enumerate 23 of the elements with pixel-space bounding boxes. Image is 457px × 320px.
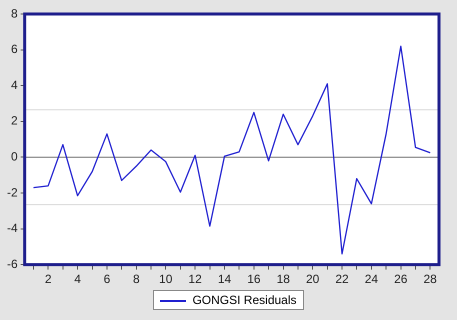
x-tick-label: 6 xyxy=(104,272,111,286)
x-tick-label: 26 xyxy=(394,272,408,286)
x-tick-label: 18 xyxy=(276,272,290,286)
y-tick-label: 0 xyxy=(10,150,18,164)
y-tick-label: -6 xyxy=(7,256,18,271)
x-tick-label: 16 xyxy=(247,272,261,286)
y-tick-label: -2 xyxy=(7,185,18,200)
x-tick-label: 14 xyxy=(218,272,232,286)
x-tick-label: 12 xyxy=(188,272,202,286)
y-tick-label: 2 xyxy=(10,114,18,128)
y-tick-label: 8 xyxy=(10,6,18,20)
x-tick-label: 24 xyxy=(364,272,378,286)
x-tick-label: 28 xyxy=(424,272,438,286)
x-tick-label: 10 xyxy=(159,272,173,286)
y-tick-label: 4 xyxy=(10,78,18,92)
y-tick-label: 6 xyxy=(10,42,18,56)
x-tick-label: 2 xyxy=(44,272,52,286)
y-tick-label: -4 xyxy=(7,221,18,236)
legend-label: GONGSI Residuals xyxy=(153,290,304,310)
x-tick-label: 4 xyxy=(74,272,82,286)
x-tick-label: 8 xyxy=(132,272,140,286)
x-tick-label: 20 xyxy=(306,272,320,286)
x-tick-label: 22 xyxy=(335,272,350,286)
